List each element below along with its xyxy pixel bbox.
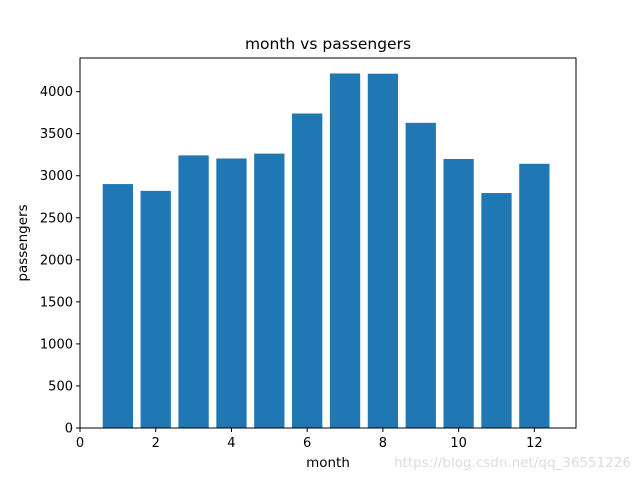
bar-month-3 <box>178 155 209 428</box>
x-tick-label: 4 <box>227 436 235 451</box>
bar-month-8 <box>367 73 399 428</box>
y-axis-ticks: 0 500 1000 1500 2000 2500 3000 3500 4000 <box>40 85 80 437</box>
bar-month-1 <box>102 184 134 428</box>
x-tick-label: 2 <box>152 436 160 451</box>
bar-month-11 <box>481 193 512 428</box>
bar-month-5 <box>254 153 285 429</box>
bar-month-2 <box>140 190 171 428</box>
bar-month-7 <box>329 73 361 428</box>
x-axis-label: month <box>306 455 350 471</box>
bar-month-9 <box>405 122 436 428</box>
bar-month-4 <box>216 158 247 429</box>
y-tick-label: 1000 <box>40 337 73 352</box>
bars-layer <box>102 73 550 429</box>
y-axis-label: passengers <box>15 204 31 281</box>
y-tick-label: 2000 <box>40 253 73 268</box>
watermark-text: https://blog.csdn.net/qq_36551226 <box>394 455 631 471</box>
x-tick-label: 0 <box>76 436 84 451</box>
bar-month-10 <box>443 158 474 429</box>
x-tick-label: 8 <box>379 436 387 451</box>
plot-area-frame <box>79 57 577 429</box>
y-tick-label: 3500 <box>40 127 73 142</box>
bar-month-6 <box>292 113 323 428</box>
y-tick-label: 1500 <box>40 295 73 310</box>
x-tick-label: 6 <box>303 436 311 451</box>
y-tick-label: 3000 <box>40 169 73 184</box>
chart-title: month vs passengers <box>245 35 411 53</box>
x-tick-label: 12 <box>526 436 543 451</box>
y-tick-label: 500 <box>48 379 73 394</box>
x-tick-label: 10 <box>450 436 467 451</box>
x-axis-ticks: 0 2 4 6 8 10 12 <box>76 428 543 451</box>
y-tick-label: 0 <box>65 422 73 437</box>
y-tick-label: 4000 <box>40 85 73 100</box>
y-tick-label: 2500 <box>40 211 73 226</box>
bar-month-12 <box>519 163 550 429</box>
